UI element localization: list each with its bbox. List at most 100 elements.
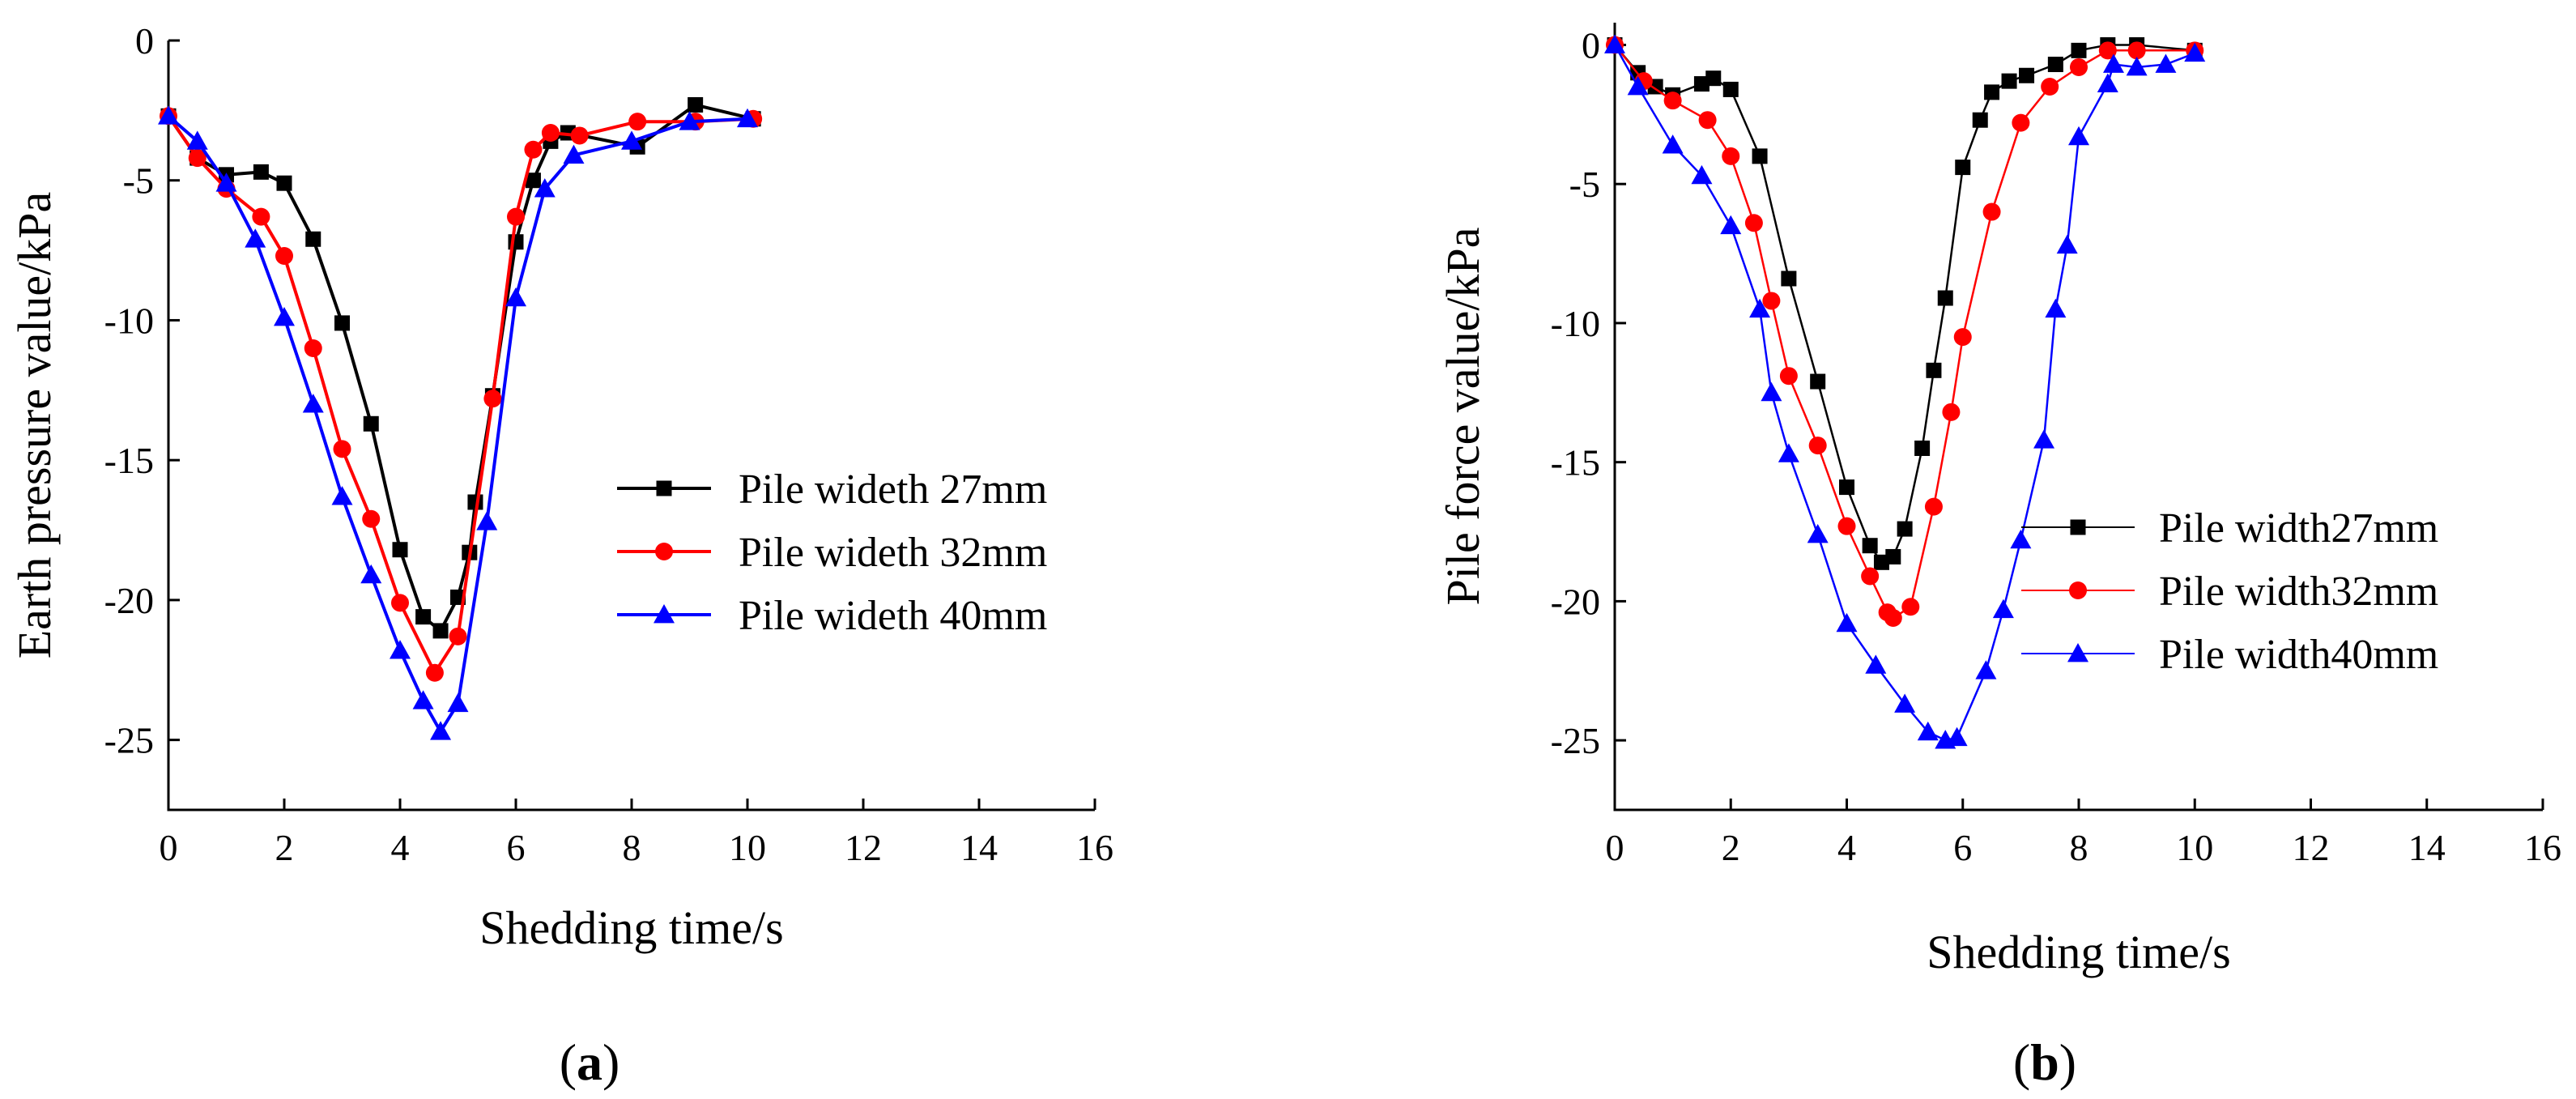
panel-caption: (b) xyxy=(2013,1033,2076,1091)
legend-marker xyxy=(2067,643,2088,662)
x-tick-label: 10 xyxy=(2176,827,2213,868)
y-tick-label: -20 xyxy=(104,580,154,621)
data-point xyxy=(425,663,444,682)
series-line xyxy=(1613,44,2195,742)
data-point xyxy=(1810,373,1826,390)
data-point xyxy=(1946,726,1968,747)
x-tick-label: 2 xyxy=(275,827,294,868)
data-point xyxy=(252,207,270,226)
data-point xyxy=(360,564,382,584)
data-point xyxy=(304,339,322,357)
data-point xyxy=(1924,497,1943,516)
data-point xyxy=(1861,567,1880,586)
caption-open: ( xyxy=(2013,1033,2030,1091)
data-point xyxy=(1937,290,1953,306)
data-point xyxy=(1663,92,1682,110)
series-2 xyxy=(1606,36,2204,628)
legend-marker xyxy=(655,543,673,560)
data-point xyxy=(158,105,179,125)
data-point xyxy=(524,140,543,159)
data-point xyxy=(1698,111,1717,130)
data-point xyxy=(331,486,353,505)
data-point xyxy=(1836,612,1858,633)
data-point xyxy=(534,178,556,198)
data-point xyxy=(2068,126,2089,146)
data-point xyxy=(1972,112,1988,128)
data-point xyxy=(2098,41,2117,60)
series-3 xyxy=(158,105,758,740)
data-point xyxy=(275,247,293,265)
y-tick-label: -25 xyxy=(104,720,154,761)
legend-marker xyxy=(2070,519,2086,535)
legend-label: Pile width27mm xyxy=(2159,505,2438,552)
data-point xyxy=(390,640,411,659)
y-tick-label: 0 xyxy=(1582,24,1600,66)
data-point xyxy=(688,96,704,113)
x-tick-label: 14 xyxy=(960,827,998,868)
y-tick-label: -20 xyxy=(1551,581,1600,622)
y-tick-label: -25 xyxy=(1551,720,1600,761)
data-point xyxy=(2126,56,2148,76)
legend-marker xyxy=(2069,581,2087,599)
data-point xyxy=(1897,521,1913,537)
x-tick-label: 16 xyxy=(2524,827,2561,868)
legend-marker xyxy=(656,480,672,496)
series-line xyxy=(167,103,754,633)
data-point xyxy=(1705,70,1722,87)
data-point xyxy=(1722,147,1740,165)
y-tick-label: -5 xyxy=(123,160,154,202)
data-point xyxy=(1865,654,1887,674)
data-point xyxy=(2071,42,2087,58)
data-point xyxy=(1917,721,1939,741)
panel-b-pile-force-chart: 0 2 4 6 8 10 12 14 16 0 -5 -10 -15 -20 -25 Shedding tim… xyxy=(1437,23,2561,1091)
caption-letter: b xyxy=(2030,1033,2059,1091)
data-point xyxy=(1693,76,1710,92)
data-point xyxy=(541,124,560,142)
x-tick-label: 4 xyxy=(391,827,410,868)
x-tick-label: 16 xyxy=(1076,827,1113,868)
data-point xyxy=(305,231,321,247)
data-point xyxy=(333,440,351,458)
data-point xyxy=(186,130,208,150)
legend-label: Pile wideth 32mm xyxy=(739,530,1047,576)
data-point xyxy=(2001,73,2017,89)
data-point xyxy=(1691,164,1713,185)
data-point xyxy=(2012,113,2030,132)
data-point xyxy=(415,609,432,625)
data-point xyxy=(188,149,207,168)
data-point xyxy=(1808,437,1827,455)
x-tick-label: 0 xyxy=(160,827,178,868)
caption-close: ) xyxy=(602,1033,620,1091)
data-point xyxy=(1839,479,1854,496)
data-point xyxy=(1984,84,2000,100)
data-point xyxy=(2070,58,2088,76)
panel-caption: (a) xyxy=(560,1033,620,1091)
data-point xyxy=(1885,548,1901,564)
data-point xyxy=(1942,403,1961,421)
data-point xyxy=(1807,523,1829,543)
data-point xyxy=(1662,134,1684,154)
x-axis-title: Shedding time/s xyxy=(479,901,783,954)
x-tick-label: 4 xyxy=(1837,827,1856,868)
data-point xyxy=(302,394,324,413)
data-point xyxy=(1862,538,1878,554)
data-point xyxy=(1762,292,1781,310)
y-tick-label: -15 xyxy=(1551,442,1600,483)
data-point xyxy=(679,111,700,130)
x-tick-label: 2 xyxy=(1722,827,1740,868)
data-point xyxy=(276,175,292,191)
data-point xyxy=(362,509,381,528)
data-point xyxy=(253,164,269,180)
caption-letter: a xyxy=(577,1033,602,1091)
data-point xyxy=(1982,202,2001,221)
y-axis-title: Earth pressure value/kPa xyxy=(8,192,61,659)
data-point xyxy=(525,173,541,189)
data-point xyxy=(2127,41,2146,60)
data-point xyxy=(412,690,434,709)
data-point xyxy=(628,113,647,131)
data-point xyxy=(2019,67,2035,83)
data-point xyxy=(1744,214,1763,232)
x-tick-label: 0 xyxy=(1606,827,1624,868)
data-point xyxy=(507,207,525,226)
